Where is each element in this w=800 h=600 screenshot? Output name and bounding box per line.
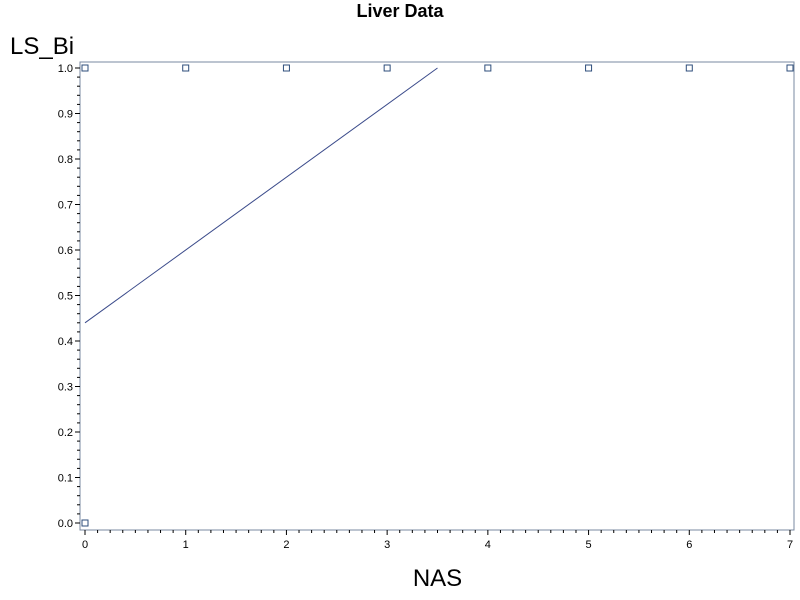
y-tick-label: 0.3 (58, 382, 73, 394)
plot-frame (79, 61, 795, 531)
y-tick-label: 0.2 (58, 427, 73, 439)
data-point (685, 64, 693, 72)
data-point (383, 64, 391, 72)
y-axis-label: LS_Bi (10, 33, 75, 60)
fit-line (84, 67, 438, 324)
x-tick-label: 2 (283, 539, 289, 551)
data-point (484, 64, 492, 72)
data-point (182, 64, 190, 72)
y-tick-label: 0.8 (58, 154, 73, 166)
y-tick-label: 0.0 (58, 518, 73, 530)
x-tick-label: 6 (686, 539, 692, 551)
data-point (81, 519, 89, 527)
x-tick-label: 5 (586, 539, 592, 551)
x-tick-label: 4 (485, 539, 491, 551)
y-tick-label: 0.1 (58, 473, 73, 485)
y-tick-label: 0.5 (58, 291, 73, 303)
x-tick-label: 7 (787, 539, 793, 551)
data-point (585, 64, 593, 72)
y-tick-label: 0.4 (58, 336, 73, 348)
chart-title: Liver Data (356, 1, 444, 21)
y-tick-label: 0.9 (58, 109, 73, 121)
x-tick-label: 3 (384, 539, 390, 551)
y-tick-label: 0.6 (58, 245, 73, 257)
x-axis-label: NAS (412, 565, 463, 592)
data-point (786, 64, 794, 72)
y-tick-label: 1.0 (58, 63, 73, 75)
x-tick-label: 0 (82, 539, 88, 551)
data-point (81, 64, 89, 72)
x-tick-label: 1 (183, 539, 189, 551)
data-point (282, 64, 290, 72)
y-tick-label: 0.7 (58, 200, 73, 212)
